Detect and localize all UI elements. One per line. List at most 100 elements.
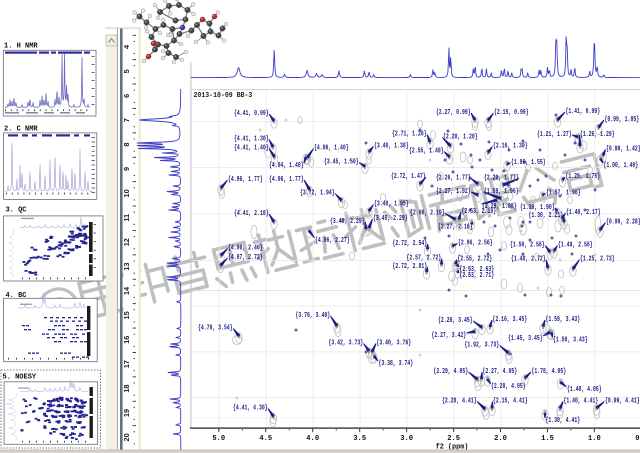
svg-text:6: 6 <box>122 94 131 98</box>
svg-text:4.0: 4.0 <box>306 435 319 443</box>
svg-text:{2.96, 2.56}: {2.96, 2.56} <box>458 240 493 248</box>
svg-text:4.5: 4.5 <box>259 435 272 443</box>
svg-text:{2.29, 4.05}: {2.29, 4.05} <box>434 368 469 376</box>
svg-text:{3.38, 3.74}: {3.38, 3.74} <box>379 360 414 368</box>
svg-text:{2.27, 2.16}: {2.27, 2.16} <box>438 224 473 232</box>
svg-text:11: 11 <box>122 214 131 222</box>
svg-text:{1.39, 1.90}: {1.39, 1.90} <box>520 204 555 212</box>
svg-text:{4.96, 2.46}: {4.96, 2.46} <box>228 245 263 253</box>
svg-text:{0.98, 1.42}: {0.98, 1.42} <box>606 146 640 154</box>
svg-text:{1.50, 2.56}: {1.50, 2.56} <box>510 242 545 250</box>
svg-text:16: 16 <box>122 336 131 344</box>
svg-text:{2.53, 2.71}: {2.53, 2.71} <box>460 272 495 280</box>
svg-text:10: 10 <box>122 189 131 197</box>
svg-text:{1.92, 3.73}: {1.92, 3.73} <box>465 342 500 350</box>
svg-text:{2.57, 2.72}: {2.57, 2.72} <box>407 255 442 263</box>
svg-text:{2.55, 2.72}: {2.55, 2.72} <box>458 256 493 264</box>
svg-text:2013-10-09 BB-3: 2013-10-09 BB-3 <box>194 92 253 100</box>
svg-text:{2.72, 2.81}: {2.72, 2.81} <box>393 263 428 271</box>
svg-text:{1.40, 4.05}: {1.40, 4.05} <box>567 386 602 394</box>
svg-text:{4.06, 2.27}: {4.06, 2.27} <box>315 237 350 245</box>
svg-text:{3.45, 2.29}: {3.45, 2.29} <box>373 215 408 223</box>
svg-text:{2.53, 2.19}: {2.53, 2.19} <box>462 208 497 216</box>
svg-text:{2.27, 3.42}: {2.27, 3.42} <box>432 332 467 340</box>
svg-text:{4.04, 1.40}: {4.04, 1.40} <box>269 162 304 170</box>
svg-text:{1.59, 1.96}: {1.59, 1.96} <box>484 188 519 196</box>
svg-text:14: 14 <box>122 286 131 295</box>
svg-text:1.0: 1.0 <box>588 435 601 443</box>
svg-text:0.: 0. <box>635 435 640 443</box>
svg-text:{2.20, 4.05}: {2.20, 4.05} <box>491 383 526 391</box>
svg-text:{1.50, 3.43}: {1.50, 3.43} <box>553 337 588 345</box>
svg-text:19: 19 <box>122 409 131 417</box>
svg-text:{2.26, 1.77}: {2.26, 1.77} <box>436 175 471 183</box>
svg-text:5. NOESY: 5. NOESY <box>3 373 37 381</box>
svg-text:2.5: 2.5 <box>447 435 460 443</box>
svg-text:{1.26, 1.29}: {1.26, 1.29} <box>580 131 615 139</box>
svg-text:{1.48, 2.72}: {1.48, 2.72} <box>511 256 546 264</box>
svg-text:4: 4 <box>122 44 131 49</box>
svg-text:8: 8 <box>122 143 131 147</box>
svg-text:{4.97, 2.72}: {4.97, 2.72} <box>228 254 263 262</box>
svg-text:{2.53, 2.63}: {2.53, 2.63} <box>460 266 495 274</box>
svg-text:{2.16, 3.45}: {2.16, 3.45} <box>493 316 528 324</box>
svg-text:5: 5 <box>122 69 131 73</box>
svg-text:{1.29, 1.75}: {1.29, 1.75} <box>566 173 601 181</box>
svg-text:{2.16, 1.39}: {2.16, 1.39} <box>493 143 528 151</box>
svg-text:{4.41, 4.30}: {4.41, 4.30} <box>233 405 268 413</box>
svg-text:{2.27, 0.99}: {2.27, 0.99} <box>436 109 471 117</box>
svg-text:{2.20, 1.77}: {2.20, 1.77} <box>484 175 519 183</box>
svg-text:5.0: 5.0 <box>212 435 225 443</box>
svg-text:17: 17 <box>122 360 131 368</box>
svg-text:18: 18 <box>122 385 131 393</box>
svg-text:4. BC: 4. BC <box>6 292 27 300</box>
svg-text:{1.30, 2.21}: {1.30, 2.21} <box>529 212 564 220</box>
svg-text:{3.45, 1.50}: {3.45, 1.50} <box>324 159 359 167</box>
svg-text:{1.40, 4.41}: {1.40, 4.41} <box>564 398 599 406</box>
svg-text:{2.20, 1.20}: {2.20, 1.20} <box>443 134 478 142</box>
svg-text:{2.72, 2.54}: {2.72, 2.54} <box>393 240 428 248</box>
svg-text:{3.40, 1.95}: {3.40, 1.95} <box>374 201 409 209</box>
svg-text:{1.21, 1.27}: {1.21, 1.27} <box>537 131 572 139</box>
svg-text:{0.99, 1.05}: {0.99, 1.05} <box>605 116 640 124</box>
svg-text:20: 20 <box>122 433 131 441</box>
svg-text:13: 13 <box>122 263 131 271</box>
svg-text:3. QC: 3. QC <box>6 207 27 215</box>
svg-text:{4.41, 1.30}: {4.41, 1.30} <box>234 136 269 144</box>
svg-text:{1.45, 3.45}: {1.45, 3.45} <box>508 335 543 343</box>
svg-text:2.0: 2.0 <box>494 435 507 443</box>
svg-text:{4.79, 3.54}: {4.79, 3.54} <box>198 325 233 333</box>
svg-text:{1.41, 0.99}: {1.41, 0.99} <box>566 108 601 116</box>
svg-text:{1.57, 1.96}: {1.57, 1.96} <box>546 190 581 198</box>
svg-text:2. C NMR: 2. C NMR <box>4 126 38 134</box>
svg-text:{2.27, 1.92}: {2.27, 1.92} <box>436 188 471 196</box>
svg-text:{3.42, 3.73}: {3.42, 3.73} <box>329 340 364 348</box>
svg-text:{2.29, 1.88}: {2.29, 1.88} <box>482 203 517 211</box>
svg-text:{2.55, 1.49}: {2.55, 1.49} <box>409 148 444 156</box>
svg-text:{1.40, 2.17}: {1.40, 2.17} <box>566 209 601 217</box>
svg-text:{4.41, 1.40}: {4.41, 1.40} <box>234 145 269 153</box>
svg-text:15: 15 <box>122 311 131 319</box>
svg-text:{2.20, 3.45}: {2.20, 3.45} <box>438 317 473 325</box>
svg-text:{1.25, 2.73}: {1.25, 2.73} <box>580 256 615 264</box>
svg-text:{4.06, 1.77}: {4.06, 1.77} <box>269 176 304 184</box>
svg-text:{3.40, 3.76}: {3.40, 3.76} <box>377 340 412 348</box>
svg-text:12: 12 <box>122 238 131 246</box>
svg-text:{1.48, 2.56}: {1.48, 2.56} <box>558 242 593 250</box>
svg-text:{3.72, 1.94}: {3.72, 1.94} <box>300 190 335 198</box>
svg-text:{0.99, 2.28}: {0.99, 2.28} <box>606 219 640 227</box>
svg-text:1. H NMR: 1. H NMR <box>4 43 38 51</box>
svg-text:7: 7 <box>122 118 131 122</box>
svg-text:{4.96, 1.77}: {4.96, 1.77} <box>228 176 263 184</box>
svg-text:{1.30, 4.41}: {1.30, 4.41} <box>546 417 581 425</box>
svg-text:3.0: 3.0 <box>400 435 413 443</box>
svg-text:{0.99, 4.41}: {0.99, 4.41} <box>605 398 640 406</box>
svg-text:{4.06, 1.40}: {4.06, 1.40} <box>314 145 349 153</box>
svg-text:{4.41, 2.18}: {4.41, 2.18} <box>234 210 269 218</box>
svg-text:{1.78, 4.05}: {1.78, 4.05} <box>532 368 567 376</box>
svg-text:{2.15, 4.41}: {2.15, 4.41} <box>493 398 528 406</box>
svg-text:{2.72, 1.47}: {2.72, 1.47} <box>391 173 426 181</box>
svg-text:{1.59, 3.43}: {1.59, 3.43} <box>546 316 581 324</box>
svg-text:{1.00, 1.40}: {1.00, 1.40} <box>604 162 639 170</box>
svg-text:f2 (ppm): f2 (ppm) <box>436 443 469 451</box>
